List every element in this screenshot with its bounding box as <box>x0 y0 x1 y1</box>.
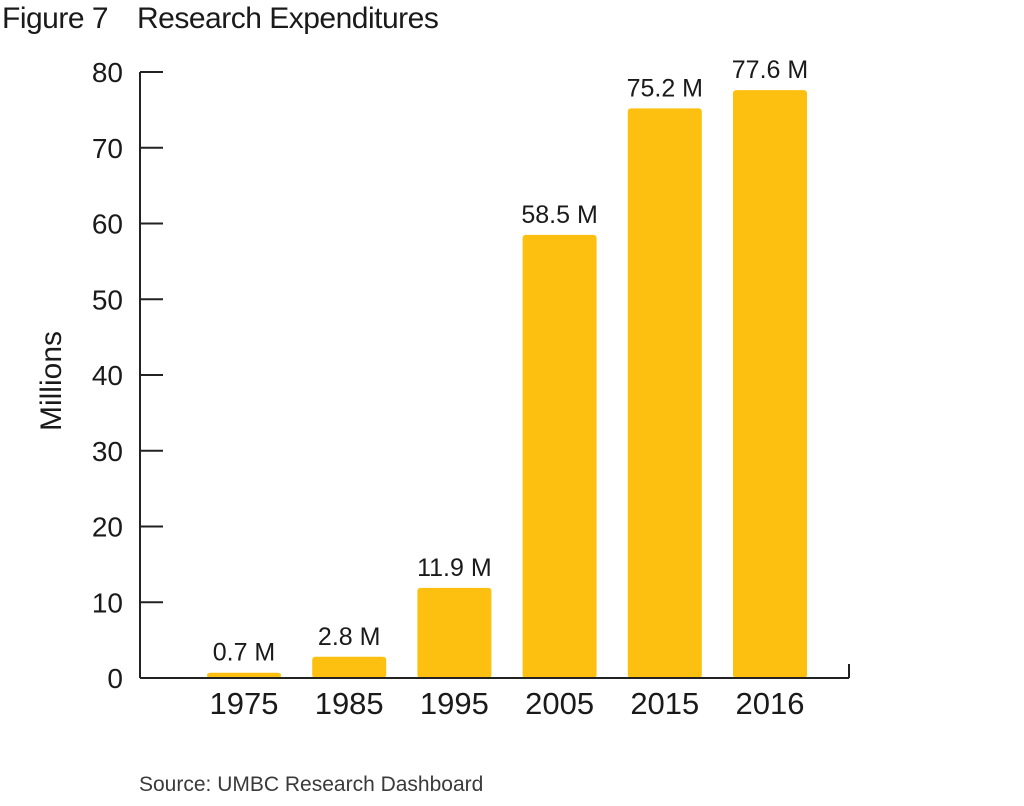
y-tick-label: 80 <box>92 57 123 88</box>
x-tick-label-2005: 2005 <box>525 686 594 721</box>
axes-layer <box>139 71 850 679</box>
bar-2016 <box>733 90 807 679</box>
y-tick-label: 40 <box>92 360 123 391</box>
chart-title: Research Expenditures <box>137 2 439 35</box>
bar-2005 <box>522 234 597 679</box>
y-tick-label: 50 <box>92 284 123 315</box>
y-tick-label: 20 <box>92 512 123 543</box>
x-tick-label-1985: 1985 <box>315 686 384 721</box>
y-tick-label: 70 <box>92 133 123 164</box>
data-label-1975: 0.7 M <box>213 639 276 667</box>
bar-1975 <box>207 672 281 678</box>
bar-1985 <box>312 656 387 678</box>
data-label-1995: 11.9 M <box>417 554 492 582</box>
x-tick-label-2016: 2016 <box>736 686 805 721</box>
data-label-1985: 2.8 M <box>318 623 381 651</box>
y-tick-label: 60 <box>92 209 123 240</box>
x-tick-label-2015: 2015 <box>630 686 699 721</box>
x-tick-label-1975: 1975 <box>210 686 279 721</box>
data-label-2005: 58.5 M <box>521 201 597 229</box>
labels-layer: 0 10 20 30 40 50 60 70 80 0.7 M 1975 2.8 M 1985 11.9 … <box>92 56 808 721</box>
source-note: Source: UMBC Research Dashboard <box>139 773 484 796</box>
x-tick-label-1995: 1995 <box>420 686 489 721</box>
y-tick-label: 0 <box>107 663 123 694</box>
bar-1995 <box>417 587 492 678</box>
data-label-2015: 75.2 M <box>627 74 703 102</box>
y-tick-label: 10 <box>92 587 123 618</box>
bars-layer <box>207 90 807 679</box>
y-axis-title: Millions <box>35 331 68 431</box>
figure-label: Figure 7 <box>2 2 109 35</box>
bar-2015 <box>627 108 702 679</box>
y-tick-label: 30 <box>92 436 123 467</box>
data-label-2016: 77.6 M <box>732 56 808 84</box>
